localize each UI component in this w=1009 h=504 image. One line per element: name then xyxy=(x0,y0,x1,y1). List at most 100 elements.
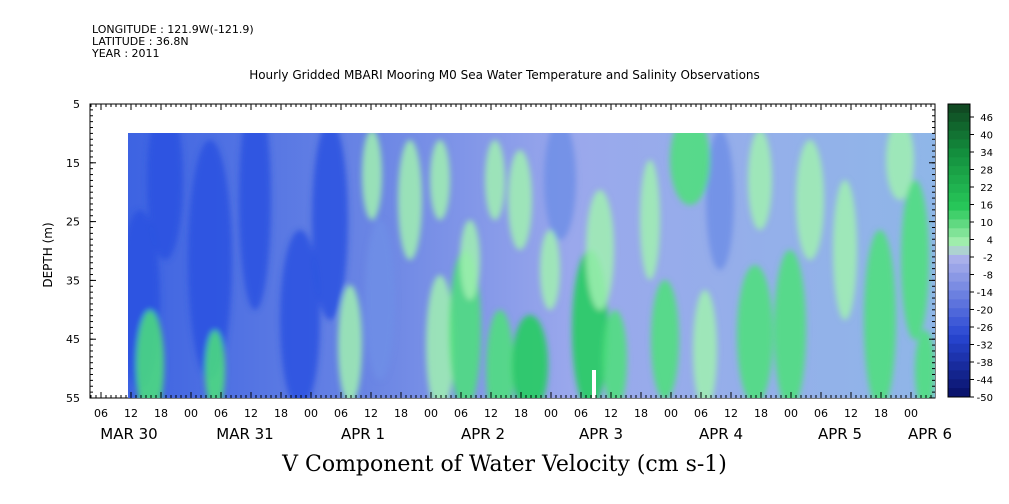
heatmap-cell xyxy=(886,133,914,200)
x-tick-label: 06 xyxy=(454,407,468,420)
colorbar-band xyxy=(948,237,970,247)
x-day-label: MAR 30 xyxy=(100,425,157,443)
colorbar-band xyxy=(948,325,970,336)
y-tick-label: 55 xyxy=(66,392,80,405)
heatmap-cell xyxy=(586,190,614,310)
colorbar-band xyxy=(948,290,970,300)
colorbar-band xyxy=(948,175,970,185)
colorbar-tick-label: -20 xyxy=(977,306,993,317)
x-tick-label: 06 xyxy=(94,407,108,420)
colorbar-frame xyxy=(947,103,971,398)
heatmap-streaks xyxy=(128,133,935,398)
colorbar-band xyxy=(948,148,970,158)
colorbar-tick-label: -8 xyxy=(983,271,993,282)
x-tick-label: 18 xyxy=(154,407,168,420)
heatmap-cell xyxy=(748,133,772,230)
chart-title: Hourly Gridded MBARI Mooring M0 Sea Wate… xyxy=(249,68,760,82)
heatmap-cell xyxy=(430,140,450,220)
heatmap-cell xyxy=(706,133,734,270)
heatmap-cell xyxy=(864,230,896,398)
x-tick-label: 12 xyxy=(124,407,138,420)
colorbar-band xyxy=(948,166,970,176)
colorbar-band xyxy=(948,157,970,167)
heatmap-area xyxy=(128,133,935,398)
y-tick-label: 35 xyxy=(66,274,80,287)
colorbar-band xyxy=(948,201,970,212)
x-tick-label: 18 xyxy=(634,407,648,420)
colorbar-band xyxy=(948,272,970,283)
colorbar-tick-label: 46 xyxy=(980,113,993,124)
x-tick-label: 00 xyxy=(664,407,678,420)
heatmap-cell xyxy=(188,140,232,380)
colorbar-tick-label: 40 xyxy=(980,131,993,142)
colorbar-tick-label: -32 xyxy=(977,341,993,352)
colorbar-tick-label: 28 xyxy=(980,166,993,177)
colorbar-band xyxy=(948,210,970,220)
colorbar-band xyxy=(948,228,970,238)
heatmap-cell xyxy=(640,160,660,280)
x-tick-label: 00 xyxy=(784,407,798,420)
heatmap-cell xyxy=(426,275,454,398)
heatmap-cell xyxy=(362,133,382,220)
x-tick-label: 18 xyxy=(874,407,888,420)
colorbar-band xyxy=(948,299,970,309)
x-tick-label: 00 xyxy=(544,407,558,420)
x-tick-label: 00 xyxy=(304,407,318,420)
heatmap-cell xyxy=(205,330,225,398)
heatmap-cell xyxy=(512,315,548,398)
x-tick-label: 06 xyxy=(814,407,828,420)
y-tick-label: 5 xyxy=(73,98,80,111)
y-tick-label: 45 xyxy=(66,333,80,346)
longitude-label: LONGITUDE : 121.9W(-121.9) xyxy=(92,23,254,36)
heatmap-cell xyxy=(774,250,806,398)
colorbar-tick-label: -2 xyxy=(983,253,993,264)
x-tick-label: 12 xyxy=(604,407,618,420)
heatmap-cell xyxy=(540,230,560,310)
colorbar-tick-label: 34 xyxy=(980,148,993,159)
colorbar-band xyxy=(948,183,970,194)
x-day-label: MAR 31 xyxy=(216,425,273,443)
colorbar-tick-label: 22 xyxy=(980,183,993,194)
heatmap-cell xyxy=(460,220,480,300)
colorbar-band xyxy=(948,281,970,291)
colorbar-band xyxy=(948,121,970,132)
y-tick-label: 15 xyxy=(66,157,80,170)
colorbar-tick-label: 16 xyxy=(980,201,993,212)
colorbar-tick-label: -14 xyxy=(977,288,993,299)
year-label: YEAR : 2011 xyxy=(92,47,160,60)
colorbar-band xyxy=(948,104,970,114)
missing-data-gap xyxy=(592,370,596,398)
heatmap-cell xyxy=(915,330,935,398)
colorbar-band xyxy=(948,317,970,327)
heatmap-cell xyxy=(147,133,183,260)
colorbar-band xyxy=(948,388,970,398)
heatmap-cell xyxy=(136,310,164,398)
x-day-label: APR 5 xyxy=(818,425,862,443)
colorbar-band xyxy=(948,130,970,141)
colorbar-tick-label: -44 xyxy=(977,376,993,387)
latitude-label: LATITUDE : 36.8N xyxy=(92,35,189,48)
heatmap-cell xyxy=(398,140,422,260)
x-tick-label: 00 xyxy=(424,407,438,420)
heatmap-cell xyxy=(651,280,679,398)
heatmap-cell xyxy=(508,150,532,250)
heatmap-cell xyxy=(312,133,348,320)
heatmap-cell xyxy=(693,290,717,398)
x-tick-label: 06 xyxy=(574,407,588,420)
colorbar-tick-label: -26 xyxy=(977,323,993,334)
colorbar-band xyxy=(948,112,970,123)
colorbar-band xyxy=(948,352,970,362)
colorbar-band xyxy=(948,361,970,371)
colorbar-band xyxy=(948,334,970,345)
y-axis-label: DEPTH (m) xyxy=(41,222,55,287)
colorbar-band xyxy=(948,192,970,203)
heatmap-cell xyxy=(239,133,271,310)
x-tick-label: 12 xyxy=(844,407,858,420)
colorbar-band xyxy=(948,219,970,229)
heatmap-cell xyxy=(544,133,576,240)
heatmap-cell xyxy=(796,140,824,260)
colorbar-tick-label: 10 xyxy=(980,218,993,229)
heatmap-cell xyxy=(280,230,320,398)
heatmap-cell xyxy=(833,180,857,320)
